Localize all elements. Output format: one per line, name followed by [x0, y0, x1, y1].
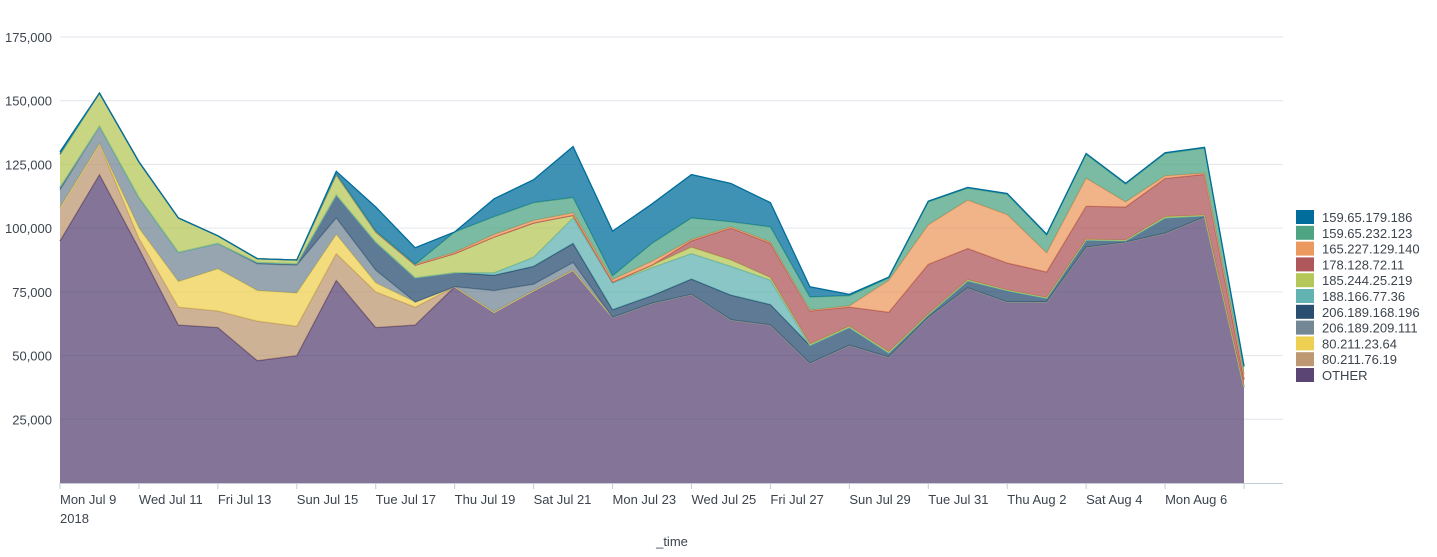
- legend-item[interactable]: OTHER: [1296, 368, 1368, 383]
- legend-swatch: [1296, 273, 1314, 288]
- y-tick-label: 100,000: [5, 221, 52, 236]
- legend-label: OTHER: [1322, 368, 1368, 383]
- legend-item[interactable]: 80.211.76.19: [1296, 352, 1397, 367]
- legend-swatch: [1296, 336, 1314, 351]
- legend-label: 80.211.23.64: [1322, 336, 1397, 351]
- x-tick-label: Thu Jul 19: [455, 492, 516, 507]
- legend-label: 80.211.76.19: [1322, 352, 1397, 367]
- x-axis: Mon Jul 9 Wed Jul 11 Fri Jul 13 Sun Jul 15 T…: [59, 483, 1283, 507]
- x-tick-label: Sat Jul 21: [534, 492, 592, 507]
- legend-label: 159.65.232.123: [1322, 226, 1412, 241]
- legend-swatch: [1296, 225, 1314, 240]
- legend-label: 178.128.72.11: [1322, 257, 1404, 272]
- y-tick-label: 25,000: [12, 412, 52, 427]
- x-tick-label: Sun Jul 15: [297, 492, 358, 507]
- legend-item[interactable]: 206.189.168.196: [1296, 304, 1420, 320]
- legend-label: 185.244.25.219: [1322, 273, 1412, 288]
- y-tick-label: 150,000: [5, 94, 52, 109]
- legend-label: 206.189.209.111: [1322, 321, 1418, 336]
- y-tick-label: 50,000: [12, 349, 52, 364]
- x-axis-year-label: 2018: [60, 511, 89, 526]
- area-series: [59, 91, 1245, 483]
- x-tick-label: Wed Jul 25: [691, 492, 756, 507]
- legend-item[interactable]: 188.166.77.36: [1296, 289, 1405, 304]
- x-tick-label: Sun Jul 29: [849, 492, 910, 507]
- x-tick-label: Thu Aug 2: [1007, 492, 1066, 507]
- y-tick-label: 125,000: [5, 157, 52, 172]
- x-tick-label: Fri Jul 13: [218, 492, 271, 507]
- legend-swatch: [1296, 320, 1314, 335]
- legend-swatch: [1296, 210, 1314, 224]
- legend-swatch: [1296, 241, 1314, 256]
- area-edge-line: [59, 91, 1245, 367]
- legend-label: 206.189.168.196: [1322, 305, 1420, 320]
- legend-label: 188.166.77.36: [1322, 289, 1405, 304]
- area-165-227-129-140[interactable]: [60, 93, 1244, 380]
- legend-item[interactable]: 185.244.25.219: [1296, 273, 1412, 288]
- legend-item[interactable]: 159.65.179.186: [1296, 210, 1412, 225]
- x-tick-label: Wed Jul 11: [139, 492, 203, 507]
- x-tick-label: Mon Jul 23: [613, 492, 677, 507]
- x-axis-title: _time: [655, 534, 688, 549]
- legend-swatch: [1296, 304, 1314, 319]
- legend-item[interactable]: 80.211.23.64: [1296, 336, 1397, 351]
- legend-item[interactable]: 165.227.129.140: [1296, 241, 1420, 257]
- legend-item[interactable]: 178.128.72.11: [1296, 257, 1404, 272]
- legend-label: 159.65.179.186: [1322, 210, 1412, 225]
- x-tick-label: Sat Aug 4: [1086, 492, 1142, 507]
- area-159-65-179-186[interactable]: [60, 93, 1244, 367]
- legend: 159.65.179.186159.65.232.123165.227.129.…: [1296, 210, 1420, 383]
- area-edge-line: [59, 124, 1245, 388]
- legend-item[interactable]: 206.189.209.111: [1296, 320, 1418, 336]
- legend-swatch: [1296, 368, 1314, 382]
- x-tick-label: Mon Aug 6: [1165, 492, 1227, 507]
- x-tick-label: Tue Jul 17: [376, 492, 436, 507]
- y-tick-label: 175,000: [5, 30, 52, 45]
- y-axis: 25,000 50,000 75,000 100,000 125,000 150,000 1…: [5, 30, 52, 427]
- legend-label: 165.227.129.140: [1322, 242, 1420, 257]
- legend-swatch: [1296, 352, 1314, 367]
- x-tick-label: Fri Jul 27: [770, 492, 823, 507]
- legend-item[interactable]: 159.65.232.123: [1296, 225, 1412, 241]
- legend-swatch: [1296, 257, 1314, 272]
- area-edge-line: [59, 124, 1245, 388]
- legend-swatch: [1296, 289, 1314, 303]
- y-tick-label: 75,000: [12, 285, 52, 300]
- x-tick-label: Mon Jul 9: [60, 492, 116, 507]
- x-tick-label: Tue Jul 31: [928, 492, 988, 507]
- area-other[interactable]: [60, 174, 1244, 483]
